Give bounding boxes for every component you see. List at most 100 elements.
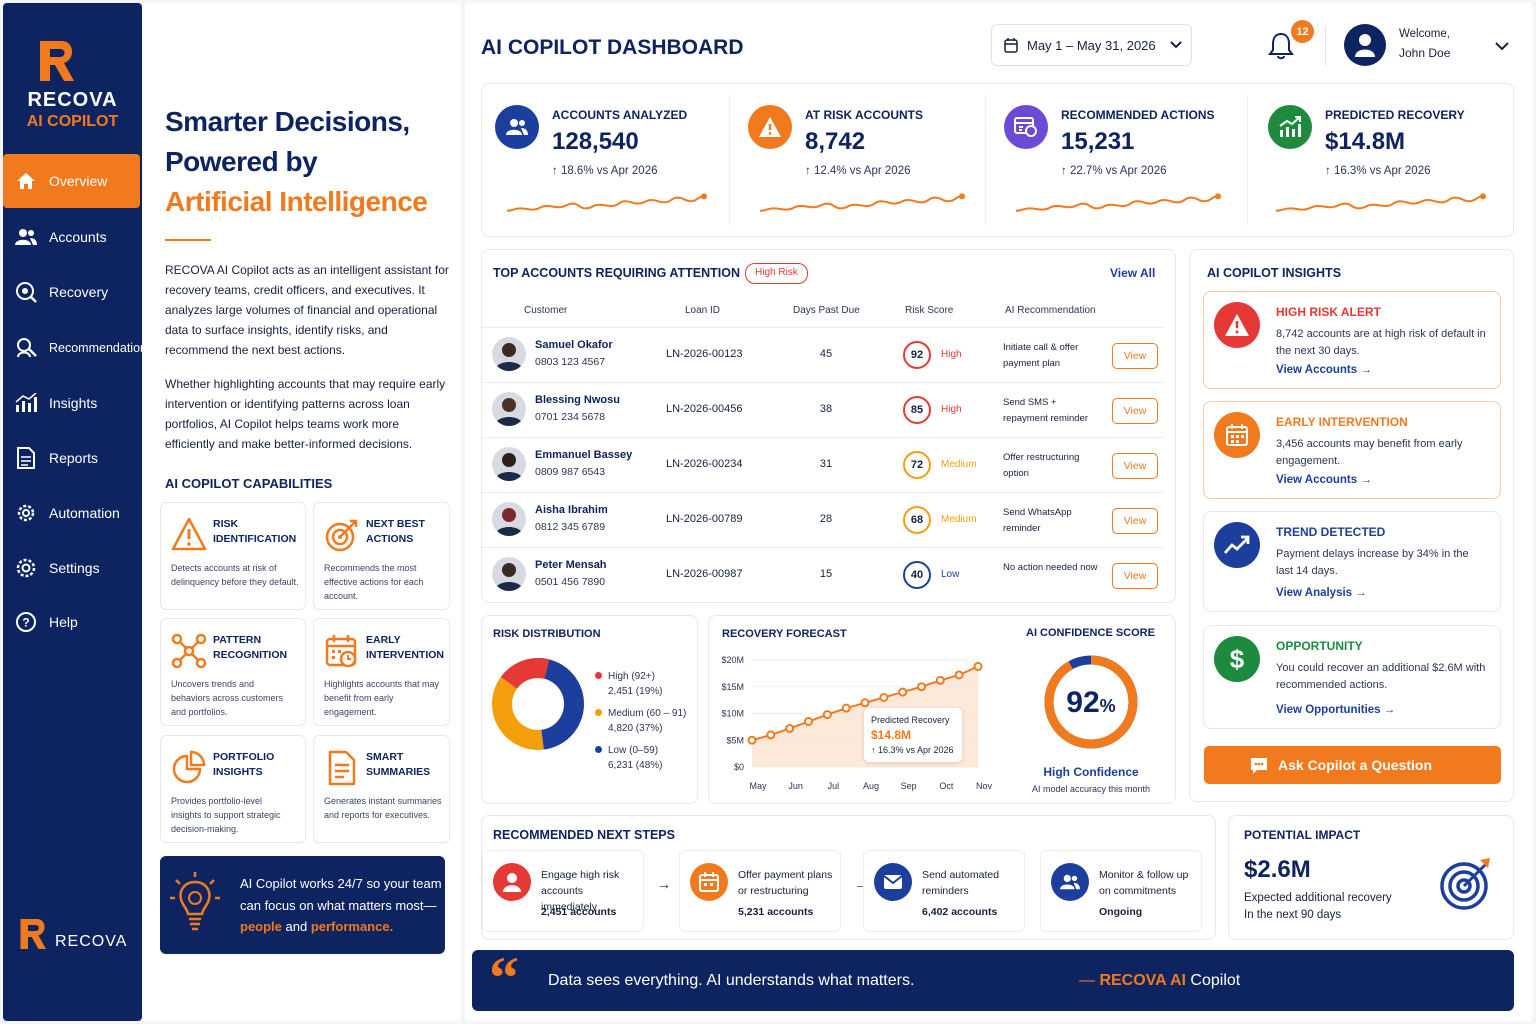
growth-icon — [1268, 105, 1312, 149]
kpi-card-predicted-recovery[interactable]: PREDICTED RECOVERY $14.8M ↑ 16.3% vs Apr… — [1268, 95, 1498, 230]
kpi-separator — [1247, 95, 1248, 225]
nav-item-insights[interactable]: Insights — [3, 376, 142, 430]
view-button[interactable]: View — [1112, 563, 1158, 589]
view-button[interactable]: View — [1112, 343, 1158, 369]
nav-item-overview[interactable]: Overview — [3, 154, 140, 208]
view-all-link[interactable]: View All — [1110, 266, 1156, 280]
capability-title: SMART SUMMARIES — [366, 751, 431, 778]
view-button[interactable]: View — [1112, 508, 1158, 534]
top-accounts-title: TOP ACCOUNTS REQUIRING ATTENTION — [493, 266, 740, 280]
donut-slice — [500, 658, 550, 690]
kpi-title: ACCOUNTS ANALYZED — [552, 108, 688, 122]
confidence-panel — [1012, 615, 1176, 804]
step-value: 6,402 accounts — [922, 906, 998, 918]
impact-title: POTENTIAL IMPACT — [1244, 828, 1361, 842]
kpi-title: AT RISK ACCOUNTS — [805, 108, 923, 122]
capability-title: PORTFOLIO INSIGHTS — [213, 751, 275, 778]
view-button[interactable]: View — [1112, 453, 1158, 479]
confidence-sub: AI model accuracy this month — [1031, 784, 1151, 794]
confidence-value: 92% — [1041, 686, 1141, 720]
pie-chart-icon — [172, 750, 206, 784]
callout-value: $14.8M — [871, 728, 912, 742]
avatar[interactable] — [1344, 24, 1386, 66]
nav-item-automation[interactable]: Automation — [3, 486, 142, 540]
recovery-icon — [15, 281, 37, 303]
table-row[interactable]: Peter Mensah 0501 456 7890 LN-2026-00987… — [482, 547, 1164, 602]
nav-item-recommendations[interactable]: Recommendations — [3, 321, 153, 375]
users-icon — [15, 226, 37, 248]
nav-item-recovery[interactable]: Recovery — [3, 265, 142, 319]
calendar-icon — [325, 635, 357, 668]
insight-card: EARLY INTERVENTION 3,456 accounts may be… — [1203, 401, 1501, 499]
nav-item-help[interactable]: ? Help — [3, 595, 142, 649]
kpi-value: 15,231 — [1061, 128, 1135, 155]
next-step-card[interactable]: Offer payment plans or restructuring 5,2… — [679, 850, 841, 932]
x-tick-label: Oct — [939, 781, 954, 791]
customer-name: Aisha Ibrahim — [535, 504, 608, 516]
risk-level: High — [941, 404, 962, 415]
capability-card: NEXT BEST ACTIONS Recommends the most ef… — [313, 502, 450, 610]
view-button[interactable]: View — [1112, 398, 1158, 424]
insight-desc: Payment delays increase by 34% in the la… — [1276, 548, 1469, 577]
network-icon — [171, 633, 207, 669]
avatar — [492, 447, 526, 481]
step-text: Offer payment plans or restructuring — [738, 869, 833, 897]
nav-item-settings[interactable]: Settings — [3, 541, 142, 595]
alert-icon — [1214, 302, 1260, 348]
insight-link[interactable]: View Accounts → — [1276, 364, 1372, 376]
next-step-card[interactable]: Engage high risk accounts immediately 2,… — [482, 850, 644, 932]
risk-level: Low — [941, 569, 960, 580]
risk-score: 92 — [903, 341, 931, 369]
bar-chart-icon — [15, 392, 37, 414]
confidence-gauge — [1044, 655, 1138, 749]
risk-score: 72 — [903, 451, 931, 479]
legend-label: High (92+) — [608, 671, 655, 682]
nav-item-label: Recommendations — [49, 341, 154, 355]
capability-desc: Provides portfolio-level insights to sup… — [171, 796, 281, 834]
donut-slice — [537, 658, 584, 750]
table-row[interactable]: Emmanuel Bassey 0809 987 6543 LN-2026-00… — [482, 437, 1164, 492]
headline-line1: Smarter Decisions, — [165, 106, 410, 137]
table-row[interactable]: Aisha Ibrahim 0812 345 6789 LN-2026-0078… — [482, 492, 1164, 547]
table-row[interactable]: Samuel Okafor 0803 123 4567 LN-2026-0012… — [482, 327, 1164, 382]
kpi-card-recommended-actions[interactable]: RECOMMENDED ACTIONS 15,231 ↑ 22.7% vs Ap… — [1004, 95, 1234, 230]
nav-item-accounts[interactable]: Accounts — [3, 210, 142, 264]
column-header: Days Past Due — [793, 305, 860, 316]
warning-icon — [171, 517, 207, 551]
risk-legend-medium: Medium (60 – 91) 4,820 (37%) — [595, 706, 686, 736]
recova-logo-icon — [20, 919, 46, 949]
capability-title: PATTERN RECOGNITION — [213, 634, 288, 661]
ai-recommendation: No action needed now — [1003, 562, 1098, 573]
kpi-card-at-risk-accounts[interactable]: AT RISK ACCOUNTS 8,742 ↑ 12.4% vs Apr 20… — [748, 95, 973, 230]
quote-brand: RECOVA AI — [1099, 972, 1186, 989]
risk-level: Medium — [941, 514, 977, 525]
insight-link[interactable]: View Opportunities → — [1276, 704, 1396, 716]
insight-card: HIGH RISK ALERT 8,742 accounts are at hi… — [1203, 291, 1501, 389]
chevron-down-icon[interactable] — [1495, 42, 1509, 51]
notification-badge: 12 — [1291, 20, 1314, 43]
kpi-separator — [985, 95, 986, 225]
calendar-icon — [1004, 38, 1018, 53]
footer-brand: RECOVA — [55, 933, 128, 950]
nav-item-label: Insights — [49, 395, 98, 411]
next-step-card[interactable]: Monitor & follow up on commitments Ongoi… — [1040, 850, 1202, 932]
headline-line2: Powered by — [165, 146, 318, 177]
nav-item-reports[interactable]: Reports — [3, 431, 142, 485]
risk-donut-chart — [492, 658, 584, 750]
insight-title: HIGH RISK ALERT — [1276, 305, 1381, 319]
insight-desc: 3,456 accounts may benefit from early en… — [1276, 438, 1463, 467]
table-row[interactable]: Blessing Nwosu 0701 234 5678 LN-2026-004… — [482, 382, 1164, 437]
column-header: Loan ID — [685, 305, 721, 316]
ask-copilot-button[interactable]: Ask Copilot a Question — [1204, 746, 1501, 784]
x-tick-label: Jun — [788, 781, 803, 791]
insight-link[interactable]: View Analysis → — [1276, 587, 1367, 599]
insight-title: TREND DETECTED — [1276, 525, 1386, 539]
next-step-card[interactable]: Send automated reminders 6,402 accounts — [863, 850, 1025, 932]
date-range-picker[interactable]: May 1 – May 31, 2026 — [991, 24, 1192, 66]
insight-link[interactable]: View Accounts → — [1276, 474, 1372, 486]
risk-distribution-panel — [481, 615, 698, 804]
kpi-card-accounts-analyzed[interactable]: ACCOUNTS ANALYZED 128,540 ↑ 18.6% vs Apr… — [495, 95, 720, 230]
notification-button[interactable] — [1264, 28, 1298, 62]
svg-text:?: ? — [22, 616, 29, 630]
banner-line-3: people and performance. — [240, 919, 393, 934]
